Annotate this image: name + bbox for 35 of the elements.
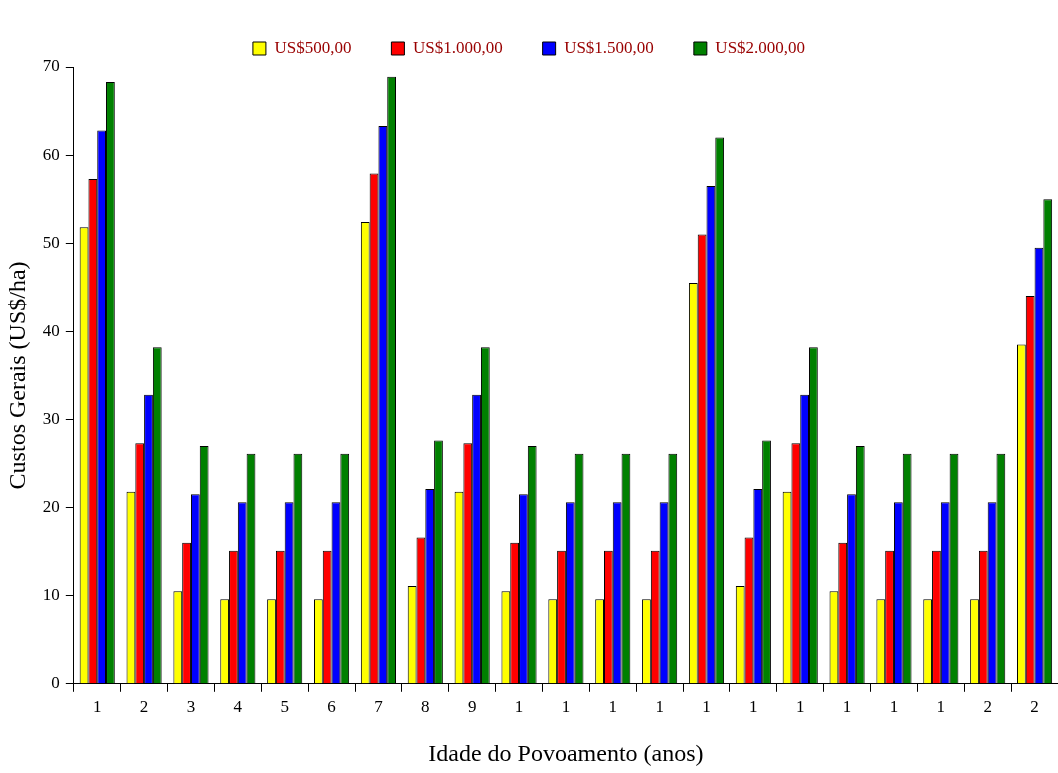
y-tick-label: 60 <box>42 144 60 164</box>
x-tick-label: 8 <box>421 697 430 717</box>
x-tick-label: 1 <box>795 697 805 717</box>
y-tick-label: 10 <box>42 585 60 605</box>
x-tick-label: 1 <box>608 697 618 717</box>
y-tick-label: 0 <box>51 673 60 693</box>
x-tick-label: 1 <box>889 697 899 717</box>
y-tick-label: 30 <box>42 408 60 428</box>
x-tick-label: 6 <box>327 697 336 717</box>
x-tick-label: 3 <box>186 697 196 717</box>
legend-label: US$2.000,00 <box>715 37 806 57</box>
legend-label: US$1.000,00 <box>412 37 503 57</box>
y-tick-label: 40 <box>42 320 60 340</box>
x-tick-label: 1 <box>702 697 711 717</box>
x-tick-label: 1 <box>842 697 852 717</box>
y-axis-title: Custos Gerais (US$/ha) <box>3 261 30 490</box>
x-tick-label: 1 <box>749 697 758 717</box>
y-tick-label: 70 <box>42 56 60 76</box>
x-tick-label: 2 <box>983 697 992 717</box>
legend-label: US$1.500,00 <box>564 37 654 57</box>
x-axis-title: Idade do Povoamento (anos) <box>428 739 704 766</box>
x-tick-label: 2 <box>139 697 149 717</box>
x-tick-label: 1 <box>92 697 102 717</box>
legend-label: US$500,00 <box>274 37 352 57</box>
x-tick-label: 1 <box>561 697 571 717</box>
y-tick-label: 50 <box>42 232 60 252</box>
x-tick-label: 9 <box>467 697 477 717</box>
x-tick-label: 4 <box>233 697 243 717</box>
x-tick-label: 1 <box>655 697 664 717</box>
x-tick-label: 5 <box>280 697 289 717</box>
x-tick-label: 2 <box>1030 697 1039 717</box>
x-tick-label: 1 <box>514 697 524 717</box>
y-tick-label: 20 <box>42 497 60 517</box>
x-tick-label: 7 <box>374 697 384 717</box>
x-tick-label: 1 <box>936 697 946 717</box>
